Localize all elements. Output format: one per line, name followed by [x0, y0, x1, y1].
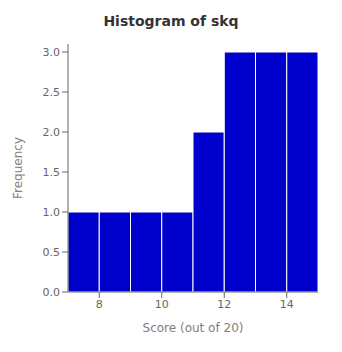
html-text:Histogram of skq: Histogram of skq: [103, 13, 239, 29]
svg-text:2.0: 2.0: [43, 126, 61, 139]
svg-text:3.0: 3.0: [43, 46, 61, 59]
svg-text:10: 10: [155, 298, 169, 311]
svg-text:0.5: 0.5: [43, 246, 61, 259]
svg-text:1.0: 1.0: [43, 206, 61, 219]
svg-text:2.5: 2.5: [43, 86, 61, 99]
svg-text:1.5: 1.5: [43, 166, 61, 179]
svg-text:12: 12: [217, 298, 231, 311]
svg-text:Score (out of 20): Score (out of 20): [143, 321, 244, 335]
svg-text:Frequency: Frequency: [11, 137, 25, 199]
svg-text:8: 8: [96, 298, 103, 311]
svg-text:14: 14: [280, 298, 294, 311]
svg-text:0.0: 0.0: [43, 286, 61, 299]
